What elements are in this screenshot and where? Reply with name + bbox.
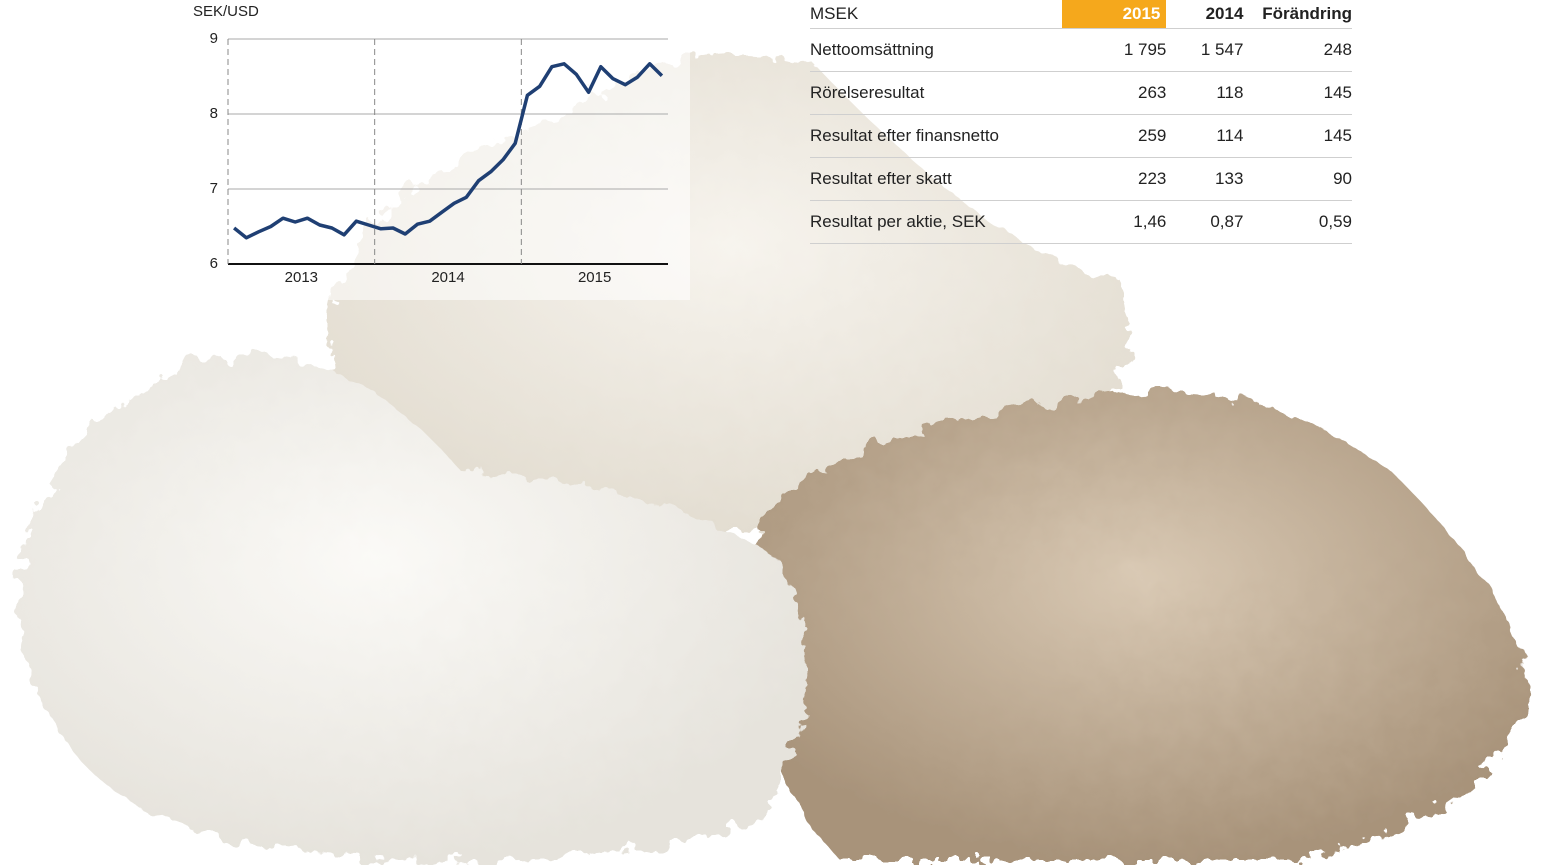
x-group-label: 2015: [578, 269, 611, 286]
table-cell: 0,59: [1243, 200, 1352, 244]
header-row: MSEK 2015 2014 Förändring: [810, 0, 1352, 29]
table-cell: 114: [1166, 114, 1244, 158]
header-cell: 2014: [1166, 0, 1244, 29]
y-tick-label: 6: [210, 255, 218, 272]
line-series: [233, 62, 664, 240]
table-cell: 223: [1061, 157, 1167, 201]
y-tick-label: 8: [210, 105, 218, 122]
table-cell: 133: [1166, 157, 1244, 201]
y-tick-label: 9: [210, 30, 218, 47]
table-cell: 1,46: [1061, 200, 1167, 244]
table-cell: 259: [1061, 114, 1167, 158]
table-cell: 1 547: [1166, 28, 1244, 72]
header-cell: Förändring: [1243, 0, 1352, 29]
table-cell: 248: [1243, 28, 1352, 72]
table-row: Rörelseresultat 263 118 145: [810, 71, 1352, 115]
table-cell: 145: [1243, 71, 1352, 115]
table-cell: Resultat efter finansnetto: [810, 114, 1062, 158]
table-cell: 0,87: [1166, 200, 1244, 244]
y-axis-label: SEK/USD: [193, 3, 259, 20]
table-cell: 118: [1166, 71, 1244, 115]
table-cell: 263: [1061, 71, 1167, 115]
x-group-label: 2013: [285, 269, 318, 286]
table-row: Nettoomsättning 1 795 1 547 248: [810, 28, 1352, 72]
key-figures-table: MSEK 2015 2014 Förändring Nettoomsättning 1 7…: [810, 0, 1352, 244]
table-cell: 1 795: [1061, 28, 1167, 72]
table-cell: Nettoomsättning: [810, 28, 1062, 72]
header-cell: 2015: [1061, 0, 1167, 29]
x-group-label: 2014: [431, 269, 464, 286]
table-cell: Rörelseresultat: [810, 71, 1062, 115]
table-row: Resultat efter skatt 223 133 90: [810, 157, 1352, 201]
table-row: Resultat per aktie, SEK 1,46 0,87 0,59: [810, 200, 1352, 244]
y-tick-label: 7: [210, 180, 218, 197]
table-cell: 90: [1243, 157, 1352, 201]
table-cell: Resultat efter skatt: [810, 157, 1062, 201]
table-row: Resultat efter finansnetto 259 114 145: [810, 114, 1352, 158]
header-cell: MSEK: [810, 0, 1062, 29]
chart-backdrop: [190, 0, 690, 300]
table-cell: Resultat per aktie, SEK: [810, 200, 1062, 244]
table-cell: 145: [1243, 114, 1352, 158]
